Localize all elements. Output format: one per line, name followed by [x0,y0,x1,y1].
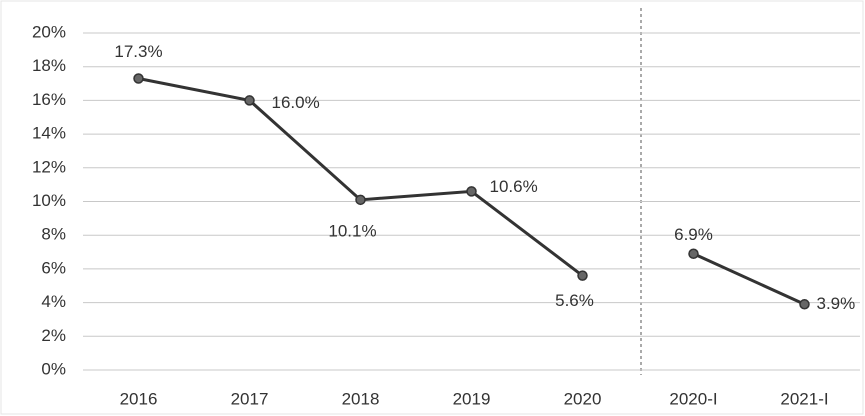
data-label: 5.6% [555,291,594,310]
point [466,186,477,197]
point [244,95,255,106]
x-tick-label: 2016 [120,389,158,408]
y-tick-label: 0% [41,359,66,378]
data-label: 10.1% [328,221,376,240]
x-tick-label: 2018 [342,389,380,408]
data-label: 16.0% [272,93,320,112]
data-label: 3.9% [817,294,856,313]
point [133,73,144,84]
y-tick-label: 6% [41,258,66,277]
point [688,248,699,259]
x-tick-label: 2017 [231,389,269,408]
y-tick-label: 8% [41,225,66,244]
x-tick-label: 2020-I [669,389,717,408]
point [577,270,588,281]
y-tick-label: 2% [41,326,66,345]
data-label: 17.3% [114,42,162,61]
y-tick-label: 18% [32,56,66,75]
y-tick-label: 14% [32,124,66,143]
y-tick-label: 16% [32,90,66,109]
x-tick-label: 2021-I [780,389,828,408]
data-label: 10.6% [490,177,538,196]
x-tick-label: 2020 [564,389,602,408]
point [355,194,366,206]
point [799,299,810,310]
line [692,252,806,306]
y-tick-label: 20% [32,22,66,41]
x-tick-label: 2019 [453,389,491,408]
y-tick-label: 4% [41,292,66,311]
y-tick-label: 12% [32,157,66,176]
y-tick-label: 10% [32,191,66,210]
data-label: 6.9% [674,225,713,244]
